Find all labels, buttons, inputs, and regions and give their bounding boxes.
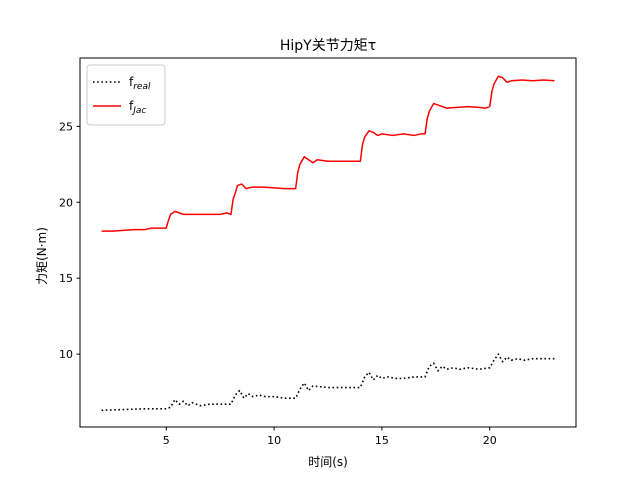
x-tick-label: 5 — [163, 434, 170, 447]
series-line-real — [101, 353, 555, 412]
y-tick-label: 15 — [59, 272, 73, 285]
series-layer — [101, 75, 555, 412]
axes-layer: 5 10 15 20 10 15 20 25 — [59, 57, 577, 447]
x-tick-label: 15 — [375, 434, 389, 447]
plot-frame — [79, 57, 577, 428]
x-tick-label: 20 — [483, 434, 497, 447]
chart-title: HipY关节力矩τ — [280, 38, 376, 54]
y-tick-label: 25 — [59, 120, 73, 133]
series-line-jac — [101, 75, 555, 232]
x-tick-label: 10 — [267, 434, 281, 447]
y-tick-label: 20 — [59, 196, 73, 209]
legend-box — [86, 64, 166, 126]
x-axis-label: 时间(s) — [308, 455, 348, 469]
y-tick-label: 10 — [59, 348, 73, 361]
y-axis-label: 力矩(N·m) — [35, 227, 49, 285]
